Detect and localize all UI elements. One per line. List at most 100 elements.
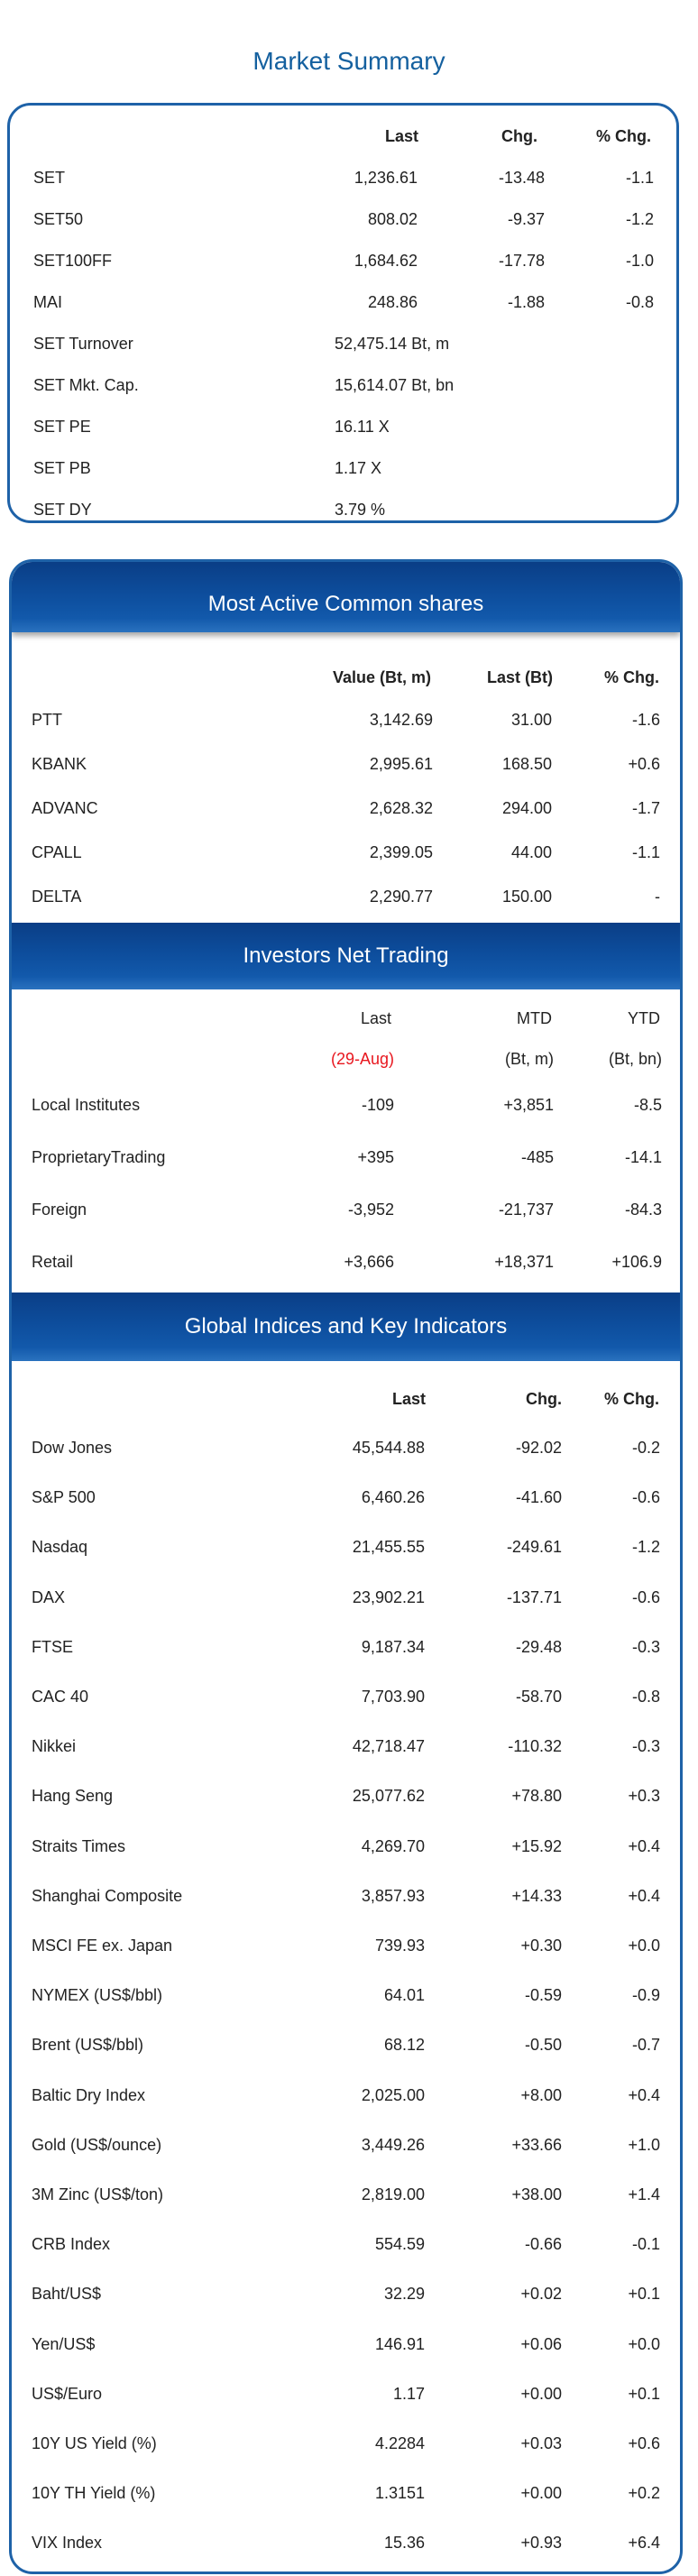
global-row: US$/Euro 1.17 +0.00 +0.1 xyxy=(12,2380,680,2407)
global-row: 10Y TH Yield (%) 1.3151 +0.00 +0.2 xyxy=(12,2479,680,2507)
market-summary-title: Market Summary xyxy=(253,47,445,75)
global-row: DAX 23,902.21 -137.71 -0.6 xyxy=(12,1584,680,1611)
global-row: Shanghai Composite 3,857.93 +14.33 +0.4 xyxy=(12,1882,680,1909)
indicator-last: 68.12 xyxy=(383,2036,425,2055)
stock-last: 150.00 xyxy=(501,888,552,906)
stat-name: SET Turnover xyxy=(33,335,133,353)
global-row: Baht/US$ 32.29 +0.02 +0.1 xyxy=(12,2280,680,2307)
indicator-last: 146.91 xyxy=(374,2334,425,2353)
indicator-chg: +15.92 xyxy=(511,1836,562,1855)
stat-name: SET Mkt. Cap. xyxy=(33,376,139,394)
indicator-last: 64.01 xyxy=(383,1986,425,2005)
stat-value: 15,614.07 Bt, bn xyxy=(335,376,455,394)
indicator-chg: +0.02 xyxy=(520,2285,562,2304)
indicator-chg: +0.30 xyxy=(520,1937,562,1955)
header-last: Last xyxy=(391,1390,426,1408)
market-stat-row: SET Turnover 52,475.14 Bt, m xyxy=(10,330,682,357)
investor-ytd: -14.1 xyxy=(624,1148,662,1166)
indicator-chg: +38.00 xyxy=(511,2185,562,2203)
investors-row: ProprietaryTrading +395 -485 -14.1 xyxy=(12,1144,680,1171)
indicators-panel: Most Active Common shares Investors Net … xyxy=(9,559,683,2574)
most-active-row: CPALL 2,399.05 44.00 -1.1 xyxy=(12,839,680,866)
stock-name: CPALL xyxy=(32,843,82,861)
investors-header: Investors Net Trading xyxy=(12,923,680,989)
indicator-last: 9,187.34 xyxy=(361,1637,425,1656)
index-chg: -17.78 xyxy=(498,252,545,270)
global-row: Gold (US$/ounce) 3,449.26 +33.66 +1.0 xyxy=(12,2131,680,2158)
header-last: Last (Bt) xyxy=(487,668,553,686)
header-pct-chg: % Chg. xyxy=(604,1390,659,1408)
indicator-last: 3,857.93 xyxy=(361,1886,425,1905)
indicator-pct-chg: +0.4 xyxy=(628,2085,660,2104)
indicator-last: 7,703.90 xyxy=(361,1688,425,1706)
stock-value: 2,995.61 xyxy=(369,755,433,773)
indicator-pct-chg: +0.0 xyxy=(628,1937,660,1955)
index-chg: -13.48 xyxy=(498,169,545,187)
indicator-pct-chg: -0.3 xyxy=(631,1737,660,1756)
indicator-last: 15.36 xyxy=(383,2534,425,2553)
investors-row: Foreign -3,952 -21,737 -84.3 xyxy=(12,1196,680,1223)
indicator-chg: -41.60 xyxy=(515,1488,562,1507)
global-header: Global Indices and Key Indicators xyxy=(12,1293,680,1361)
investors-title: Investors Net Trading xyxy=(243,943,449,968)
global-row: NYMEX (US$/bbl) 64.01 -0.59 -0.9 xyxy=(12,1982,680,2009)
investor-ytd: +106.9 xyxy=(611,1253,662,1271)
indicator-pct-chg: +6.4 xyxy=(628,2534,660,2553)
indicator-chg: -110.32 xyxy=(508,1737,562,1756)
market-stat-row: SET DY 3.79 % xyxy=(10,496,682,523)
indicator-last: 1.17 xyxy=(392,2384,425,2403)
indicator-last: 23,902.21 xyxy=(352,1587,425,1606)
stock-value: 2,399.05 xyxy=(369,843,433,861)
indicator-pct-chg: +1.0 xyxy=(628,2135,660,2154)
header-chg: Chg. xyxy=(526,1390,562,1408)
stock-name: DELTA xyxy=(32,888,82,906)
investors-row: Retail +3,666 +18,371 +106.9 xyxy=(12,1248,680,1275)
indicator-name: NYMEX (US$/bbl) xyxy=(32,1986,163,2005)
indicator-pct-chg: +0.2 xyxy=(628,2484,660,2503)
indicator-chg: -92.02 xyxy=(515,1439,562,1457)
index-name: MAI xyxy=(33,293,63,311)
indicator-name: Dow Jones xyxy=(32,1439,113,1457)
indicator-chg: +0.93 xyxy=(520,2534,562,2553)
market-summary-row: SET 1,236.61 -13.48 -1.1 xyxy=(10,164,682,191)
indicator-last: 3,449.26 xyxy=(361,2135,425,2154)
indicator-name: DAX xyxy=(32,1587,66,1606)
stat-name: SET PB xyxy=(33,459,91,477)
indicator-chg: +8.00 xyxy=(520,2085,562,2104)
market-stat-row: SET PE 16.11 X xyxy=(10,413,682,440)
global-row: Nasdaq 21,455.55 -249.61 -1.2 xyxy=(12,1533,680,1560)
indicator-name: 10Y TH Yield (%) xyxy=(32,2484,156,2503)
subheader-ytd-unit: (Bt, bn) xyxy=(608,1050,662,1068)
global-row: Hang Seng 25,077.62 +78.80 +0.3 xyxy=(12,1782,680,1809)
index-pct-chg: -0.8 xyxy=(625,293,654,311)
indicator-chg: +33.66 xyxy=(511,2135,562,2154)
indicator-chg: -0.50 xyxy=(524,2036,562,2055)
stat-value: 3.79 % xyxy=(335,501,386,519)
indicator-last: 1.3151 xyxy=(374,2484,425,2503)
indicator-chg: -0.66 xyxy=(524,2235,562,2254)
index-name: SET100FF xyxy=(33,252,113,270)
indicator-name: Gold (US$/ounce) xyxy=(32,2135,162,2154)
global-row: Baltic Dry Index 2,025.00 +8.00 +0.4 xyxy=(12,2082,680,2109)
index-chg: -1.88 xyxy=(507,293,545,311)
indicator-chg: +78.80 xyxy=(511,1787,562,1806)
indicator-name: Hang Seng xyxy=(32,1787,114,1806)
investors-row: Local Institutes -109 +3,851 -8.5 xyxy=(12,1091,680,1118)
global-row: Nikkei 42,718.47 -110.32 -0.3 xyxy=(12,1733,680,1760)
indicator-last: 45,544.88 xyxy=(352,1439,425,1457)
indicator-pct-chg: +0.6 xyxy=(628,2434,660,2452)
investor-last: -3,952 xyxy=(347,1201,394,1219)
investor-mtd: +18,371 xyxy=(494,1253,554,1271)
header-mtd: MTD xyxy=(517,1009,552,1027)
index-last: 808.02 xyxy=(367,210,418,228)
indicator-name: Brent (US$/bbl) xyxy=(32,2036,144,2055)
investor-mtd: +3,851 xyxy=(503,1096,554,1114)
investors-header-row: Last MTD YTD xyxy=(12,1005,680,1032)
stat-value: 16.11 X xyxy=(335,418,390,436)
global-title: Global Indices and Key Indicators xyxy=(184,1314,508,1339)
indicator-last: 739.93 xyxy=(374,1937,425,1955)
stock-value: 3,142.69 xyxy=(369,711,433,729)
stock-name: KBANK xyxy=(32,755,87,773)
index-pct-chg: -1.0 xyxy=(625,252,654,270)
indicator-last: 6,460.26 xyxy=(361,1488,425,1507)
